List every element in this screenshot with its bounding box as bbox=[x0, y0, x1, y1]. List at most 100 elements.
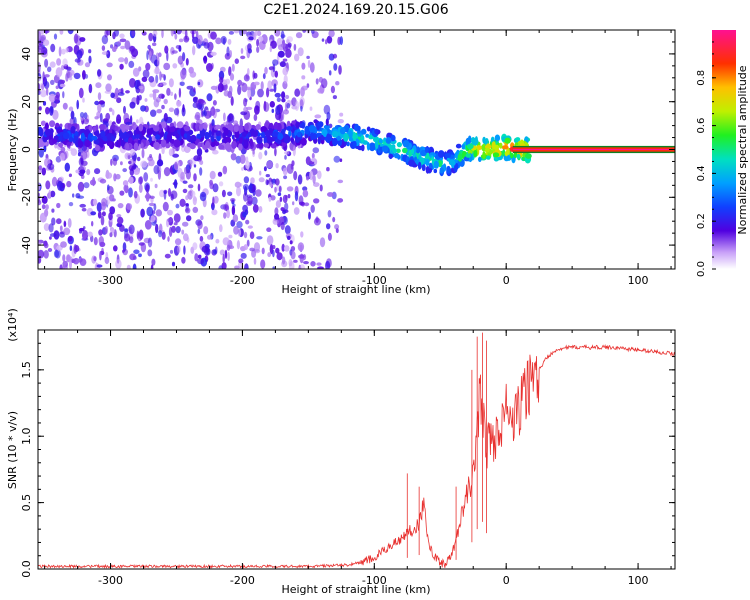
spectrogram-noise-blob bbox=[237, 79, 243, 86]
spectrogram-xlabel: Height of straight line (km) bbox=[281, 283, 430, 296]
spectrogram-ridge-blob bbox=[166, 132, 173, 142]
spectrogram-noise-blob bbox=[293, 207, 300, 215]
spectrogram-noise-blob bbox=[283, 175, 288, 180]
spectrogram-noise-blob bbox=[266, 235, 274, 246]
spectrogram-ridge-blob bbox=[310, 132, 314, 141]
spectrogram-noise-blob bbox=[300, 105, 303, 112]
spectrogram-noise-blob bbox=[281, 98, 286, 103]
spectrogram-noise-blob bbox=[76, 49, 83, 59]
spectrogram-noise-blob bbox=[207, 234, 213, 240]
spectrogram-noise-blob bbox=[145, 191, 150, 202]
spectrogram-noise-blob bbox=[38, 241, 41, 246]
spectrogram-noise-blob bbox=[124, 40, 131, 50]
spectrogram-noise-blob bbox=[244, 263, 249, 269]
spectrogram-ridge-blob bbox=[173, 139, 181, 148]
spectrogram-noise-blob bbox=[177, 55, 184, 65]
spectrogram-noise-blob bbox=[283, 74, 288, 84]
spectrogram-noise-blob bbox=[76, 99, 79, 110]
spectrogram-noise-blob bbox=[43, 30, 50, 34]
spectrogram-noise-blob bbox=[79, 258, 87, 267]
spectrogram-noise-blob bbox=[311, 157, 315, 162]
snr-panel: -300 -200 -100 0 100 0.0 0.5 1.0 1.5 SNR (10 * v… bbox=[6, 308, 676, 596]
spectrogram-noise-blob bbox=[219, 76, 224, 84]
spectrogram-noise-blob bbox=[171, 50, 178, 54]
spectrogram-ridge-blob bbox=[242, 139, 248, 147]
spectrogram-ridge-blob bbox=[183, 133, 188, 139]
spectrogram-noise-blob bbox=[149, 93, 154, 98]
spectrogram-noise-blob bbox=[105, 83, 112, 92]
spectrogram-noise-blob bbox=[181, 256, 186, 264]
spectrogram-noise-blob bbox=[43, 39, 50, 46]
spectrogram-noise-blob bbox=[128, 224, 135, 235]
spectrogram-noise-blob bbox=[281, 256, 286, 265]
spectrogram-noise-blob bbox=[171, 225, 176, 233]
spectrogram-noise-blob bbox=[215, 37, 222, 45]
spectrogram-noise-blob bbox=[78, 227, 85, 232]
spectrogram-ridge-blob bbox=[461, 144, 466, 150]
spectrogram-noise-blob bbox=[243, 97, 248, 107]
spectrogram-noise-blob bbox=[256, 39, 260, 47]
spectrogram-noise-blob bbox=[290, 250, 296, 260]
spectrogram-noise-blob bbox=[288, 259, 293, 267]
spectrogram-noise-blob bbox=[100, 215, 105, 226]
spectrogram-noise-blob bbox=[274, 70, 278, 78]
spectrogram-noise-blob bbox=[241, 167, 244, 171]
spectrogram-noise-blob bbox=[41, 83, 45, 90]
spectrogram-noise-blob bbox=[314, 114, 322, 119]
spectrogram-noise-blob bbox=[108, 107, 113, 112]
spectrogram-ridge-blob bbox=[317, 121, 324, 128]
spectrogram-noise-blob bbox=[172, 63, 178, 69]
spectrogram-noise-blob bbox=[292, 145, 296, 157]
spectrogram-noise-blob bbox=[200, 215, 204, 221]
spectrogram-noise-blob bbox=[284, 225, 291, 235]
spectrogram-noise-blob bbox=[203, 226, 209, 235]
spectrogram-noise-blob bbox=[38, 75, 42, 82]
spectrogram-ridge-blob bbox=[299, 123, 305, 128]
spectrogram-noise-blob bbox=[49, 105, 54, 116]
spectrogram-noise-blob bbox=[243, 176, 250, 184]
spectrogram-ridge-blob bbox=[283, 135, 291, 144]
spectrogram-noise-blob bbox=[221, 189, 226, 198]
spectrogram-noise-blob bbox=[106, 62, 113, 68]
spectrogram-ytick-label: -40 bbox=[20, 236, 33, 254]
spectrogram-noise-blob bbox=[255, 189, 262, 197]
spectrogram-noise-blob bbox=[193, 155, 201, 162]
spectrogram-noise-blob bbox=[38, 106, 42, 111]
spectrogram-noise-blob bbox=[104, 256, 110, 265]
spectrogram-noise-blob bbox=[245, 160, 250, 170]
spectrogram-ridge-blob bbox=[408, 159, 416, 167]
spectrogram-ridge-blob bbox=[385, 137, 392, 144]
spectrogram-noise-blob bbox=[266, 87, 270, 98]
spectrogram-noise-blob bbox=[267, 252, 272, 258]
spectrogram-ridge-blob bbox=[291, 120, 297, 125]
spectrogram-noise-blob bbox=[253, 81, 260, 86]
spectrogram-ridge-blob bbox=[99, 141, 104, 148]
spectrogram-noise-blob bbox=[272, 59, 279, 66]
spectrogram-noise-blob bbox=[72, 193, 75, 198]
spectrogram-noise-blob bbox=[317, 88, 324, 94]
spectrogram-noise-blob bbox=[203, 55, 208, 64]
spectrogram-noise-blob bbox=[73, 72, 81, 80]
spectrogram-noise-blob bbox=[140, 208, 145, 218]
spectrogram-noise-blob bbox=[146, 206, 154, 217]
spectrogram-noise-blob bbox=[312, 174, 316, 184]
spectrogram-noise-blob bbox=[90, 211, 97, 216]
spectrogram-ridge-blob bbox=[62, 132, 70, 140]
spectrogram-noise-blob bbox=[173, 222, 178, 226]
spectrogram-noise-blob bbox=[141, 148, 145, 159]
spectrogram-noise-blob bbox=[273, 83, 277, 93]
spectrogram-noise-blob bbox=[161, 104, 165, 110]
spectrogram-noise-blob bbox=[269, 45, 272, 53]
spectrogram-noise-blob bbox=[278, 185, 282, 193]
spectrogram-noise-blob bbox=[330, 85, 335, 94]
spectrogram-noise-blob bbox=[226, 209, 231, 219]
spectrogram-noise-blob bbox=[259, 170, 262, 176]
spectrogram-noise-blob bbox=[319, 237, 326, 248]
colorbar-tick-label: 0.0 bbox=[696, 261, 707, 277]
spectrogram-noise-blob bbox=[233, 30, 240, 34]
spectrogram-noise-blob bbox=[286, 102, 291, 109]
spectrogram-noise-blob bbox=[240, 252, 247, 259]
spectrogram-ridge-blob bbox=[308, 124, 316, 133]
spectrogram-noise-blob bbox=[63, 220, 67, 228]
spectrogram-noise-blob bbox=[280, 30, 285, 40]
